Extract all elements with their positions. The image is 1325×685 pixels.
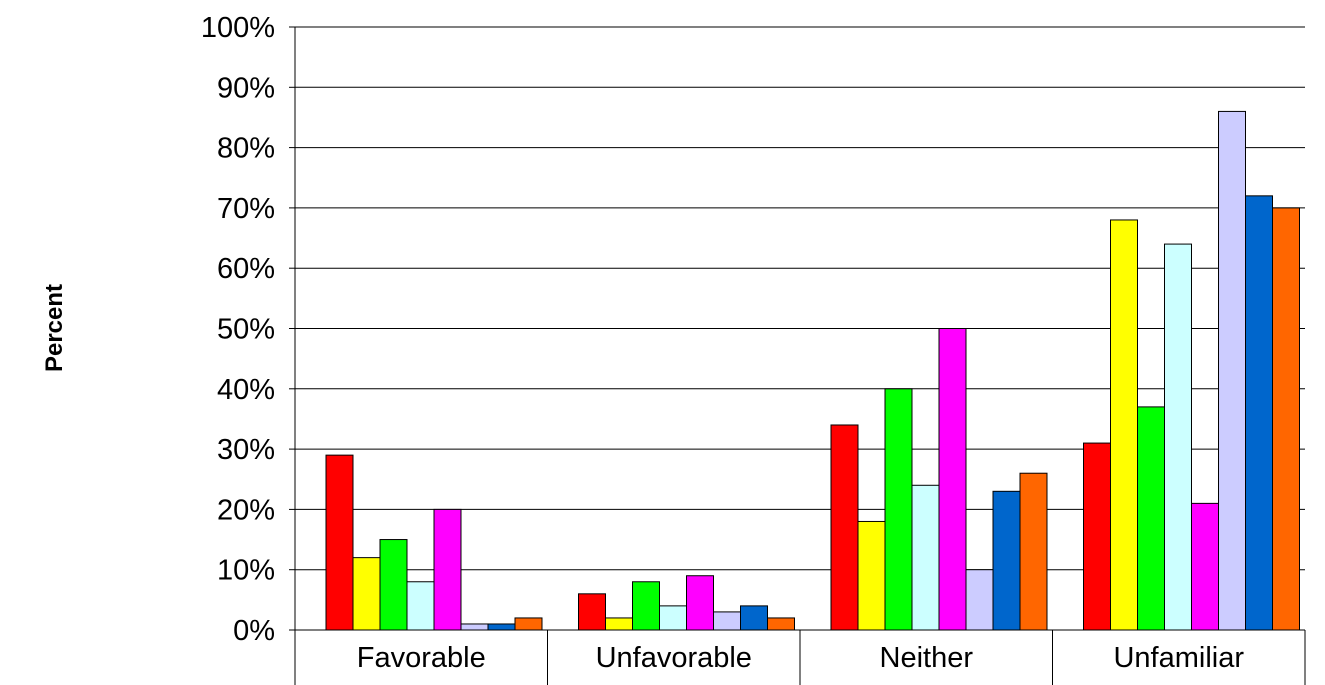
bar-unfavorable-series-7 xyxy=(740,605,768,631)
bar-favorable-series-5 xyxy=(433,508,462,631)
y-tick-label: 50% xyxy=(217,314,275,346)
gridlines xyxy=(295,26,1305,571)
bar-unfavorable-series-4 xyxy=(659,605,687,631)
y-tick-label: 30% xyxy=(217,434,275,466)
bar-favorable-series-2 xyxy=(352,557,381,631)
bar-neither-series-5 xyxy=(938,328,967,631)
bar-neither-series-3 xyxy=(884,388,913,631)
y-tick-label: 90% xyxy=(217,72,275,104)
bar-neither-series-1 xyxy=(830,424,859,631)
bar-unfamiliar-series-4 xyxy=(1164,243,1192,631)
axes xyxy=(289,26,1306,685)
bars xyxy=(325,110,1300,631)
y-tick-label: 60% xyxy=(217,253,275,285)
bar-unfavorable-series-2 xyxy=(605,617,633,631)
y-tick-label: 80% xyxy=(217,133,275,165)
y-tick-labels: 0% 10% 20% 30% 40% 50% 60% 70% 80% 90% 100% xyxy=(201,12,275,647)
bar-unfamiliar-series-7 xyxy=(1245,195,1273,631)
bar-favorable-series-6 xyxy=(460,623,489,631)
bar-favorable-series-8 xyxy=(514,617,543,631)
bar-unfavorable-series-1 xyxy=(578,593,606,631)
y-tick-label: 20% xyxy=(217,494,275,526)
bar-unfamiliar-series-8 xyxy=(1272,207,1300,631)
y-tick-label: 10% xyxy=(217,555,275,587)
bar-unfamiliar-series-5 xyxy=(1191,502,1219,631)
bar-unfavorable-series-6 xyxy=(713,611,741,631)
y-tick-label: 0% xyxy=(233,615,275,647)
bar-neither-series-4 xyxy=(911,484,940,631)
category-label-favorable: Favorable xyxy=(357,642,486,674)
category-label-unfavorable: Unfavorable xyxy=(596,642,752,674)
y-tick-label: 40% xyxy=(217,374,275,406)
category-labels: Favorable Unfavorable Neither Unfamiliar xyxy=(357,642,1245,674)
y-tick-label: 100% xyxy=(201,12,275,44)
bar-favorable-series-1 xyxy=(325,454,354,631)
bar-favorable-series-4 xyxy=(406,581,435,631)
bar-favorable-series-7 xyxy=(487,623,516,631)
y-axis-label: Percent xyxy=(41,284,68,372)
bar-favorable-series-3 xyxy=(379,539,408,631)
bar-unfavorable-series-3 xyxy=(632,581,660,631)
bar-unfamiliar-series-6 xyxy=(1218,110,1246,631)
bar-unfavorable-series-8 xyxy=(767,617,795,631)
bar-neither-series-6 xyxy=(965,569,994,631)
bar-neither-series-7 xyxy=(992,490,1021,631)
bar-neither-series-8 xyxy=(1019,472,1048,631)
bar-unfamiliar-series-3 xyxy=(1137,406,1165,631)
y-tick-label: 70% xyxy=(217,193,275,225)
bar-unfamiliar-series-2 xyxy=(1110,219,1138,631)
bar-neither-series-2 xyxy=(857,520,886,631)
category-label-neither: Neither xyxy=(880,642,974,674)
bar-unfamiliar-series-1 xyxy=(1083,442,1111,631)
bar-unfavorable-series-5 xyxy=(686,575,714,631)
category-label-unfamiliar: Unfamiliar xyxy=(1113,642,1244,674)
